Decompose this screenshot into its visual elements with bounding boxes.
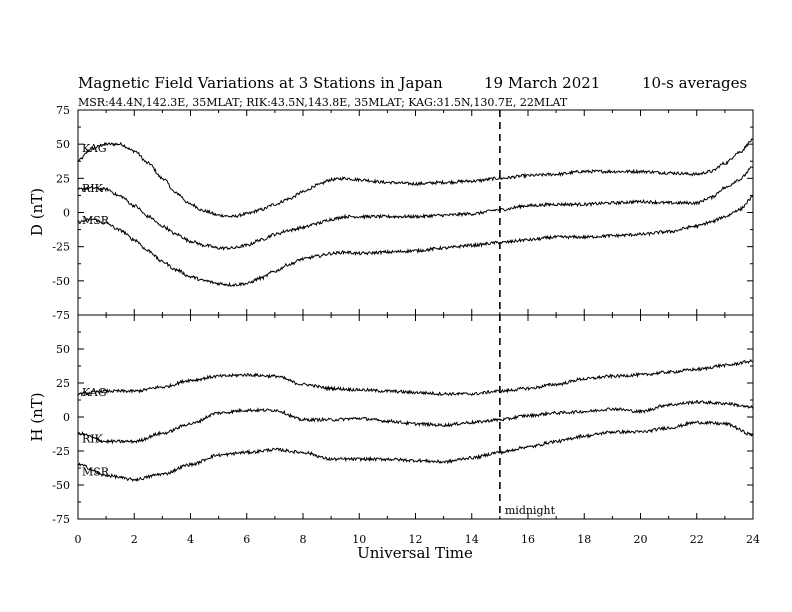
series-layer: KAG RIK MSR KAG RIK MSR [77, 138, 754, 482]
series-label: RIK [82, 433, 104, 446]
h-axis-label: H (nT) [28, 392, 46, 441]
series-label: MSR [82, 214, 110, 227]
series-line-0-kag [77, 138, 754, 219]
y-tick-label: -75 [52, 513, 70, 526]
x-tick-label: 16 [521, 533, 535, 546]
y-tick-label: 0 [63, 207, 70, 220]
x-tick-label: 10 [352, 533, 366, 546]
x-tick-label: 6 [243, 533, 250, 546]
y-tick-label: -50 [52, 479, 70, 492]
x-tick-label: 8 [300, 533, 307, 546]
series-line-1-kag [77, 358, 754, 397]
series-label: MSR [82, 466, 110, 479]
panel-h-frame [77, 314, 754, 520]
chart-averaging: 10-s averages [642, 74, 747, 92]
series-line-0-rik [77, 166, 754, 251]
series-line-1-msr [78, 420, 754, 482]
y-tick-label: 25 [56, 172, 70, 185]
y-tick-label: -50 [52, 275, 70, 288]
x-tick-label: 12 [409, 533, 423, 546]
x-axis-label: Universal Time [357, 544, 473, 562]
y-tick-label: 50 [56, 138, 70, 151]
x-tick-label: 4 [187, 533, 194, 546]
series-label: KAG [82, 386, 107, 399]
x-tick-label: 24 [746, 533, 760, 546]
x-tick-label: 0 [75, 533, 82, 546]
marker-layer: midnight [499, 110, 556, 519]
y-tick-label: -25 [52, 445, 70, 458]
x-tick-label: 14 [465, 533, 479, 546]
series-line-1-rik [77, 399, 754, 445]
y-tick-label: 0 [63, 411, 70, 424]
y-tick-label: 50 [56, 343, 70, 356]
x-tick-label: 2 [131, 533, 138, 546]
chart-date: 19 March 2021 [484, 74, 600, 92]
d-axis-label: D (nT) [28, 188, 46, 236]
y-tick-label: -75 [52, 309, 70, 322]
x-tick-label: 20 [634, 533, 648, 546]
chart-title: Magnetic Field Variations at 3 Stations … [78, 74, 443, 92]
x-tick-label: 18 [577, 533, 591, 546]
ticks-layer: 0 2 4 6 8 10 12 14 16 18 20 22 247550250-25-50-75502… [52, 104, 760, 546]
series-label: KAG [82, 142, 107, 155]
y-tick-label: 75 [56, 104, 70, 117]
x-tick-label: 22 [690, 533, 704, 546]
panel-d-frame [77, 109, 754, 316]
series-label: RIK [82, 182, 104, 195]
series-line-0-msr [77, 195, 754, 288]
station-info: MSR:44.4N,142.3E, 35MLAT; RIK:43.5N,143.… [78, 96, 568, 109]
y-tick-label: 25 [56, 377, 70, 390]
y-tick-label: -25 [52, 241, 70, 254]
midnight-marker-label: midnight [505, 504, 556, 517]
